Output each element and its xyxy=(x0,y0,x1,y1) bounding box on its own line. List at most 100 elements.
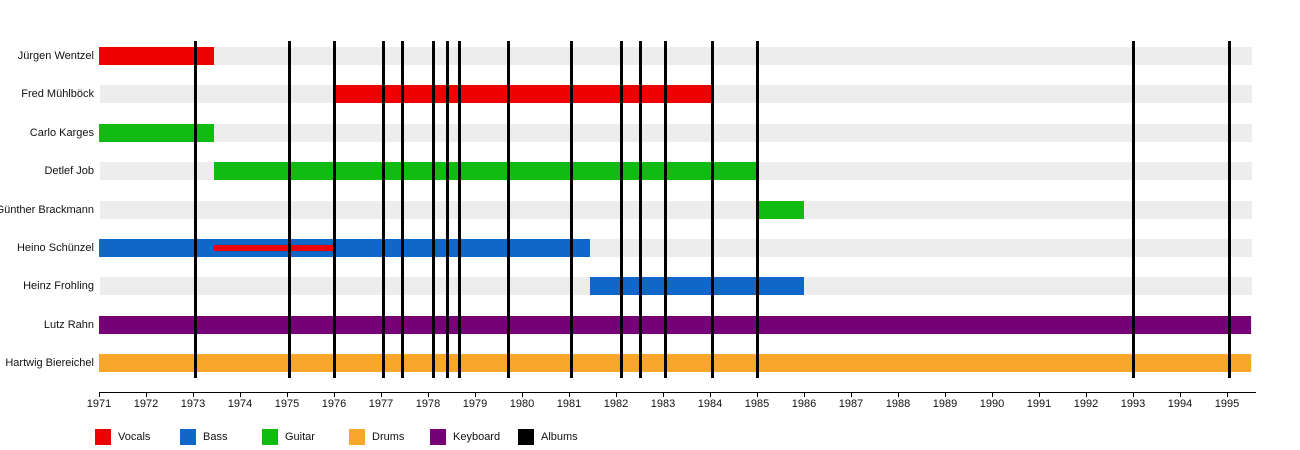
axis-tick-11 xyxy=(616,392,617,397)
legend-swatch-icon xyxy=(95,429,111,445)
axis-tick-label-22: 1993 xyxy=(1120,398,1146,410)
row-band xyxy=(100,124,1252,142)
axis-tick-label-17: 1988 xyxy=(885,398,911,410)
album-line-9 xyxy=(570,41,574,378)
axis-tick-label-5: 1976 xyxy=(321,398,347,410)
legend-swatch-icon xyxy=(518,429,534,445)
row-band xyxy=(100,201,1252,219)
axis-tick-label-21: 1992 xyxy=(1073,398,1099,410)
legend-swatch-icon xyxy=(349,429,365,445)
legend-label: Bass xyxy=(203,431,228,443)
axis-tick-16 xyxy=(851,392,852,397)
axis-tick-label-24: 1995 xyxy=(1214,398,1240,410)
axis-tick-label-15: 1986 xyxy=(791,398,817,410)
album-line-11 xyxy=(638,41,642,378)
album-line-2 xyxy=(333,41,336,378)
axis-tick-3 xyxy=(240,392,241,397)
axis-tick-label-10: 1981 xyxy=(556,398,582,410)
row-label-8: Hartwig Biereichel xyxy=(5,357,94,369)
axis-tick-8 xyxy=(475,392,476,397)
axis-tick-label-11: 1982 xyxy=(603,398,629,410)
album-line-8 xyxy=(506,41,510,378)
timeline-bar-4 xyxy=(757,201,804,219)
album-line-15 xyxy=(1132,41,1135,378)
axis-tick-17 xyxy=(898,392,899,397)
axis-tick-label-7: 1978 xyxy=(415,398,441,410)
row-label-2: Carlo Karges xyxy=(29,127,94,139)
legend-item-drums[interactable]: Drums xyxy=(349,428,404,446)
plot-area: Jürgen Wentzel Fred Mühlböck Carlo Karges D… xyxy=(0,41,1252,378)
album-line-3 xyxy=(382,41,386,378)
axis-tick-label-19: 1990 xyxy=(979,398,1005,410)
timeline-bar-1 xyxy=(334,85,713,103)
album-line-4 xyxy=(401,41,405,378)
axis-tick-6 xyxy=(381,392,382,397)
timeline-bar-7 xyxy=(590,277,804,295)
timeline-bar-6 xyxy=(214,245,334,251)
album-line-5 xyxy=(431,41,435,378)
axis-tick-10 xyxy=(569,392,570,397)
album-line-10 xyxy=(619,41,623,378)
axis-tick-label-23: 1994 xyxy=(1167,398,1193,410)
axis-tick-23 xyxy=(1180,392,1181,397)
album-line-14 xyxy=(756,41,759,378)
legend-swatch-icon xyxy=(180,429,196,445)
axis-tick-15 xyxy=(804,392,805,397)
axis-tick-label-6: 1977 xyxy=(368,398,394,410)
axis-tick-5 xyxy=(334,392,335,397)
axis-tick-label-3: 1974 xyxy=(227,398,253,410)
timeline-bar-9 xyxy=(99,354,1251,372)
album-line-13 xyxy=(711,41,715,378)
timeline-bar-2 xyxy=(99,124,215,142)
axis-tick-24 xyxy=(1227,392,1228,397)
legend-item-guitar[interactable]: Guitar xyxy=(262,428,315,446)
axis-line xyxy=(99,392,1256,393)
row-label-7: Lutz Rahn xyxy=(43,319,94,331)
axis-tick-14 xyxy=(757,392,758,397)
axis-tick-19 xyxy=(992,392,993,397)
legend-swatch-icon xyxy=(430,429,446,445)
row-label-1: Fred Mühlböck xyxy=(21,88,94,100)
legend-item-keyboard[interactable]: Keyboard xyxy=(430,428,500,446)
album-line-6 xyxy=(445,41,449,378)
axis-tick-label-9: 1980 xyxy=(509,398,535,410)
axis-tick-label-1: 1972 xyxy=(133,398,159,410)
axis-tick-label-18: 1989 xyxy=(932,398,958,410)
row-label-0: Jürgen Wentzel xyxy=(17,50,94,62)
axis-tick-label-14: 1985 xyxy=(744,398,770,410)
axis-tick-label-20: 1991 xyxy=(1026,398,1052,410)
axis-tick-1 xyxy=(146,392,147,397)
axis-tick-7 xyxy=(428,392,429,397)
x-axis: 1971 1972 1973 1974 1975 1976 1977 1978 1979 1980… xyxy=(0,392,1300,418)
timeline-bar-5 xyxy=(99,239,591,257)
timeline-bar-8 xyxy=(99,316,1251,334)
timeline-bar-3 xyxy=(214,162,757,180)
axis-tick-18 xyxy=(945,392,946,397)
axis-tick-label-2: 1973 xyxy=(180,398,206,410)
album-line-12 xyxy=(664,41,668,378)
legend-item-albums[interactable]: Albums xyxy=(518,428,578,446)
row-label-4: Günther Brackmann xyxy=(0,204,94,216)
axis-tick-label-8: 1979 xyxy=(462,398,488,410)
legend-swatch-icon xyxy=(262,429,278,445)
axis-tick-22 xyxy=(1133,392,1134,397)
row-label-5: Heino Schünzel xyxy=(16,242,94,254)
legend-label: Drums xyxy=(372,431,405,443)
axis-tick-21 xyxy=(1086,392,1087,397)
legend-label: Guitar xyxy=(285,431,315,443)
axis-tick-label-12: 1983 xyxy=(650,398,676,410)
axis-tick-0 xyxy=(99,392,100,397)
legend: Vocals Bass Guitar Drums Keyboard Albums xyxy=(0,428,1300,450)
album-line-0 xyxy=(194,41,198,378)
legend-label: Vocals xyxy=(118,431,151,443)
axis-tick-label-13: 1984 xyxy=(697,398,723,410)
axis-tick-12 xyxy=(663,392,664,397)
legend-item-bass[interactable]: Bass xyxy=(180,428,227,446)
album-line-16 xyxy=(1228,41,1232,378)
axis-tick-label-0: 1971 xyxy=(86,398,112,410)
axis-tick-20 xyxy=(1039,392,1040,397)
legend-label: Albums xyxy=(541,431,578,443)
legend-item-vocals[interactable]: Vocals xyxy=(95,428,150,446)
axis-tick-4 xyxy=(287,392,288,397)
